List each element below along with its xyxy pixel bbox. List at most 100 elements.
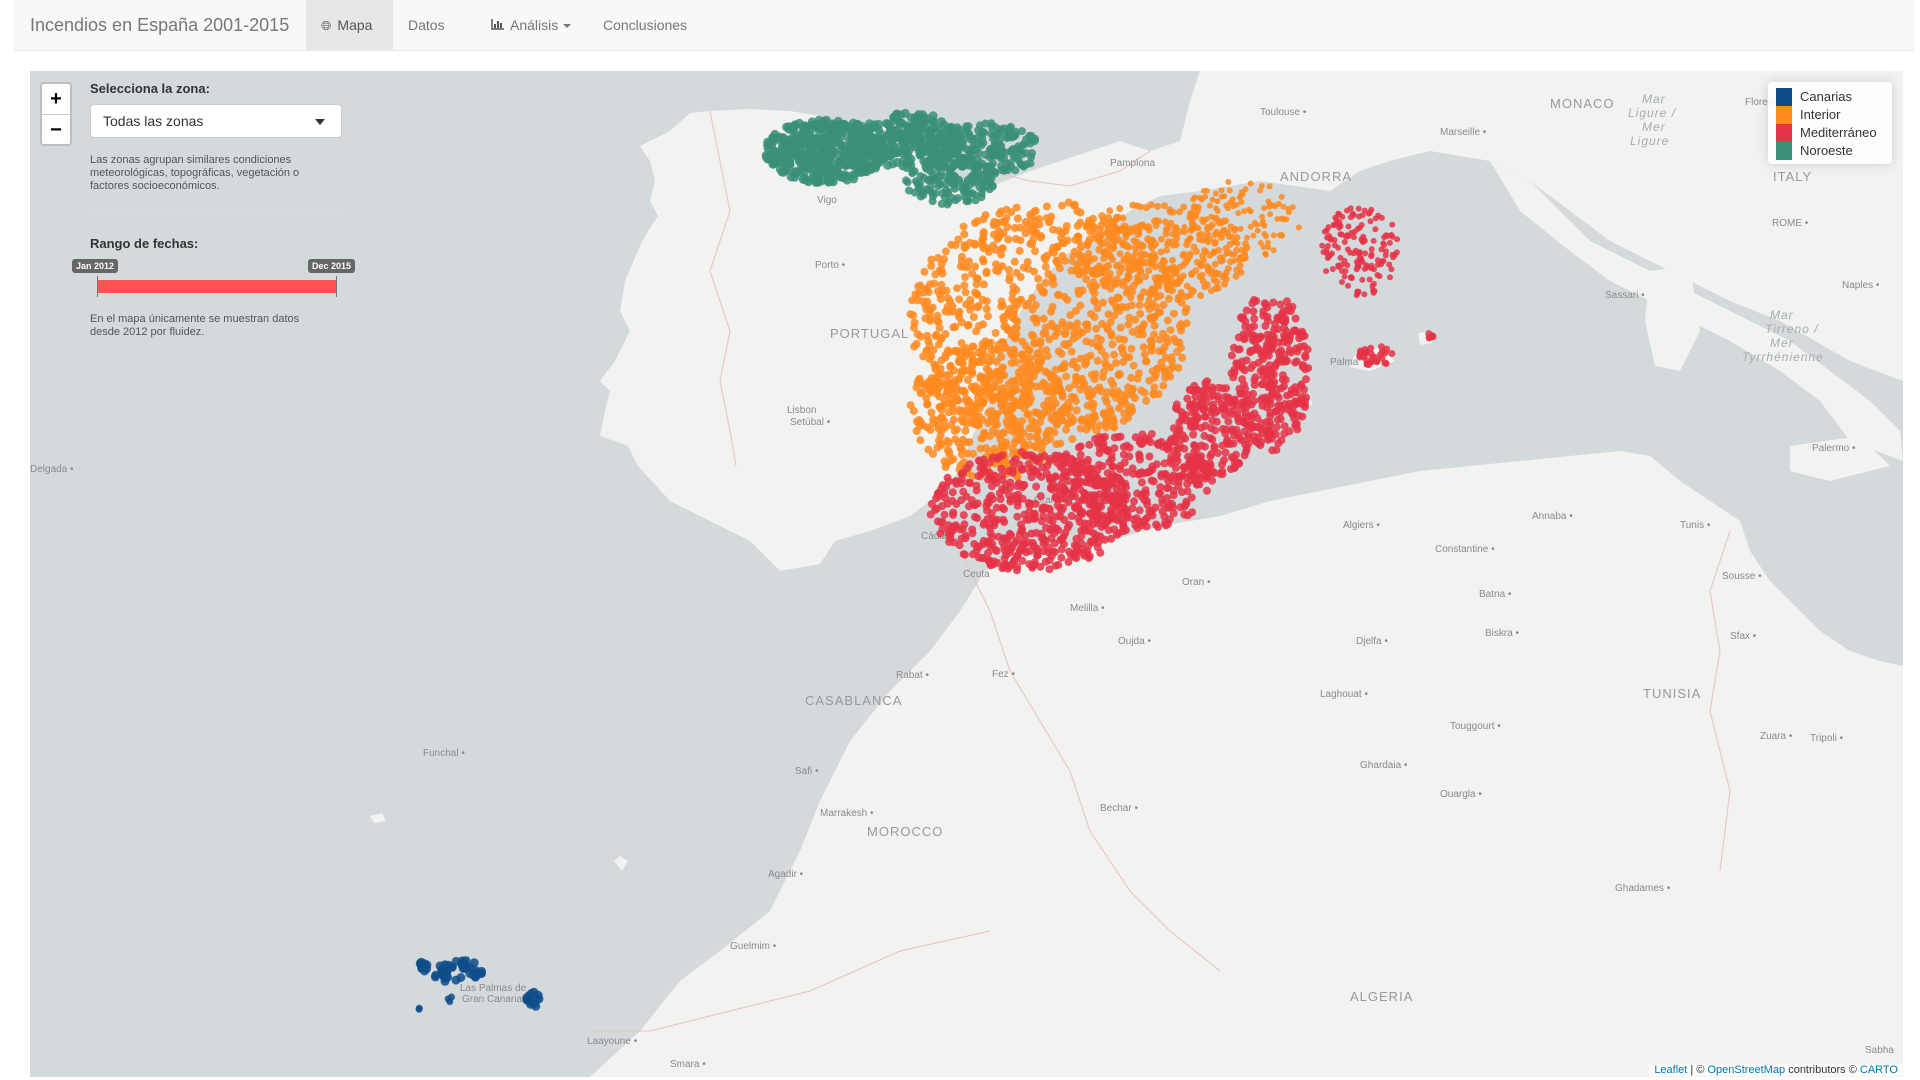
- fire-point[interactable]: [1073, 457, 1082, 466]
- fire-point[interactable]: [1062, 425, 1071, 434]
- fire-point[interactable]: [1012, 323, 1021, 332]
- fire-point[interactable]: [1301, 351, 1310, 360]
- fire-point[interactable]: [1085, 509, 1094, 518]
- fire-point[interactable]: [916, 281, 925, 290]
- fire-point[interactable]: [1218, 384, 1227, 393]
- fire-point[interactable]: [860, 160, 870, 169]
- fire-point[interactable]: [1137, 468, 1146, 477]
- fire-point[interactable]: [1196, 194, 1203, 201]
- fire-point[interactable]: [1084, 242, 1092, 250]
- fire-point[interactable]: [1161, 353, 1170, 362]
- fire-point[interactable]: [938, 425, 947, 434]
- fire-point[interactable]: [1187, 270, 1195, 278]
- fire-point[interactable]: [1029, 225, 1038, 234]
- fire-point[interactable]: [1025, 515, 1033, 524]
- fire-point[interactable]: [941, 494, 950, 503]
- fire-point[interactable]: [1356, 224, 1363, 231]
- fire-point[interactable]: [1129, 361, 1138, 370]
- fire-point[interactable]: [1185, 385, 1194, 394]
- fire-point[interactable]: [1181, 434, 1190, 443]
- fire-point[interactable]: [1081, 268, 1088, 276]
- fire-point[interactable]: [781, 165, 791, 175]
- fire-point[interactable]: [1062, 222, 1071, 230]
- fire-point[interactable]: [1241, 208, 1248, 215]
- fire-point[interactable]: [1106, 363, 1115, 372]
- fire-point[interactable]: [1037, 354, 1046, 363]
- fire-point[interactable]: [1298, 362, 1307, 371]
- fire-point[interactable]: [1145, 452, 1154, 461]
- fire-point[interactable]: [1226, 187, 1233, 194]
- fire-point[interactable]: [1112, 359, 1121, 367]
- fire-point[interactable]: [1146, 252, 1154, 260]
- fire-point[interactable]: [1012, 203, 1021, 212]
- fire-point[interactable]: [1109, 256, 1117, 264]
- fire-point[interactable]: [1040, 451, 1049, 460]
- fire-point[interactable]: [1109, 500, 1118, 509]
- fire-point[interactable]: [1099, 439, 1108, 448]
- fire-point[interactable]: [1057, 479, 1066, 488]
- fire-point[interactable]: [957, 386, 966, 395]
- fire-point[interactable]: [1031, 247, 1040, 256]
- fire-point[interactable]: [1160, 202, 1168, 210]
- fire-point[interactable]: [1259, 307, 1268, 316]
- fire-point[interactable]: [1082, 337, 1091, 346]
- fire-point[interactable]: [920, 117, 930, 127]
- fire-point[interactable]: [968, 472, 977, 481]
- fire-point[interactable]: [968, 529, 977, 538]
- fire-point[interactable]: [1290, 326, 1298, 335]
- fire-point[interactable]: [1071, 477, 1080, 486]
- fire-point[interactable]: [987, 345, 996, 354]
- fire-point[interactable]: [1145, 267, 1153, 275]
- fire-point[interactable]: [1166, 372, 1175, 381]
- fire-point[interactable]: [1360, 236, 1367, 243]
- fire-point[interactable]: [1234, 333, 1243, 342]
- fire-point[interactable]: [1046, 475, 1054, 484]
- fire-point[interactable]: [1235, 210, 1242, 217]
- fire-point[interactable]: [1034, 274, 1043, 283]
- fire-point[interactable]: [1174, 280, 1182, 287]
- fire-point[interactable]: [1265, 361, 1274, 370]
- fire-point[interactable]: [969, 313, 978, 321]
- fire-point[interactable]: [524, 991, 534, 1001]
- fire-point[interactable]: [1230, 407, 1239, 415]
- fire-point[interactable]: [1182, 497, 1191, 506]
- fire-point[interactable]: [1054, 291, 1063, 300]
- fire-point[interactable]: [974, 302, 983, 310]
- fire-point[interactable]: [444, 995, 452, 1003]
- fire-point[interactable]: [1279, 371, 1287, 380]
- fire-point[interactable]: [1232, 272, 1240, 280]
- fire-point[interactable]: [959, 435, 967, 444]
- fire-point[interactable]: [826, 121, 836, 131]
- fire-point[interactable]: [1237, 405, 1246, 414]
- fire-point[interactable]: [950, 426, 959, 435]
- fire-point[interactable]: [1038, 503, 1047, 512]
- fire-point[interactable]: [1270, 325, 1279, 334]
- carto-link[interactable]: CARTO: [1859, 1064, 1898, 1076]
- fire-point[interactable]: [983, 498, 992, 507]
- fire-point[interactable]: [1338, 268, 1345, 274]
- fire-point[interactable]: [1032, 528, 1041, 537]
- fire-point[interactable]: [964, 196, 973, 205]
- fire-point[interactable]: [1282, 327, 1291, 336]
- fire-point[interactable]: [1278, 193, 1285, 200]
- fire-point[interactable]: [816, 124, 826, 134]
- fire-point[interactable]: [954, 375, 963, 384]
- fire-point[interactable]: [792, 150, 802, 160]
- fire-point[interactable]: [1382, 360, 1390, 367]
- fire-point[interactable]: [1377, 351, 1384, 359]
- fire-point[interactable]: [856, 138, 866, 148]
- fire-point[interactable]: [1366, 276, 1373, 283]
- fire-point[interactable]: [1274, 216, 1281, 222]
- fire-point[interactable]: [1160, 343, 1169, 352]
- fire-point[interactable]: [1042, 202, 1051, 211]
- fire-point[interactable]: [983, 538, 992, 547]
- fire-point[interactable]: [1319, 242, 1326, 249]
- fire-point[interactable]: [915, 183, 924, 192]
- fire-point[interactable]: [969, 163, 978, 172]
- fire-point[interactable]: [1127, 373, 1136, 382]
- fire-point[interactable]: [1378, 214, 1385, 221]
- fire-point[interactable]: [1089, 269, 1097, 277]
- fire-point[interactable]: [1000, 316, 1008, 325]
- fire-point[interactable]: [1025, 424, 1034, 432]
- fire-point[interactable]: [1006, 402, 1015, 410]
